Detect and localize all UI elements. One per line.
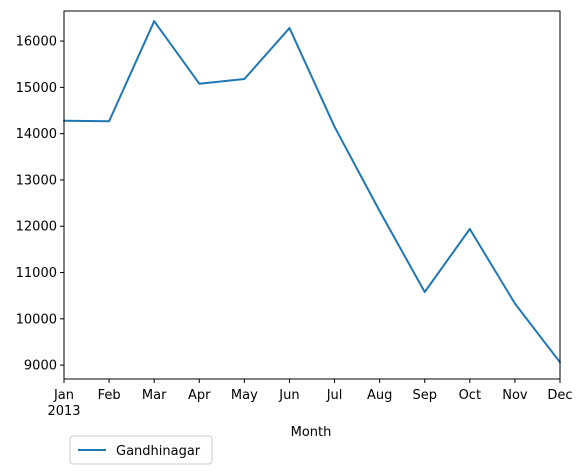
y-tick-label: 13000 <box>16 173 57 188</box>
x-tick-label: Aug <box>367 388 392 403</box>
data-point <box>423 290 426 293</box>
plot-layer <box>63 20 561 364</box>
x-tick-label: Oct <box>459 388 481 403</box>
data-point <box>468 228 471 231</box>
x-tick-label: May <box>231 388 258 403</box>
y-tick-label: 12000 <box>16 220 57 235</box>
y-tick-label: 10000 <box>16 312 57 327</box>
x-tick-label: Sep <box>412 388 437 403</box>
x-tick-label: Mar <box>142 388 167 403</box>
y-tick-label: 9000 <box>24 359 57 374</box>
data-point <box>333 125 336 128</box>
data-point <box>198 82 201 85</box>
data-point <box>153 20 156 23</box>
x-tick-label: Jul <box>326 388 343 403</box>
x-tick-label: Nov <box>502 388 528 403</box>
legend: Gandhinagar <box>69 435 213 465</box>
y-tick-label: 15000 <box>16 81 57 96</box>
y-tick-label: 11000 <box>16 266 57 281</box>
data-point <box>243 78 246 81</box>
axis-layer: 9000 10000 11000 12000 13000 14000 15000 16000 J… <box>16 35 573 419</box>
legend-label-gandhinagar: Gandhinagar <box>116 444 201 459</box>
x-tick-label: Dec <box>547 388 572 403</box>
y-tick-label: 14000 <box>16 127 57 142</box>
plot-area-frame <box>63 10 561 380</box>
y-tick-label: 16000 <box>16 35 57 50</box>
x-tick-year-label: 2013 <box>47 404 80 419</box>
data-point <box>108 120 111 123</box>
legend-box <box>69 435 213 465</box>
data-point <box>288 27 291 30</box>
x-tick-label: Apr <box>188 388 211 403</box>
series-line-gandhinagar <box>63 20 561 363</box>
x-tick-label: Jun <box>278 388 299 403</box>
x-tick-label: Jan <box>53 388 74 403</box>
x-tick-label: Feb <box>98 388 121 403</box>
x-axis-label: Month <box>291 425 332 440</box>
data-point <box>513 302 516 305</box>
data-point <box>378 209 381 212</box>
